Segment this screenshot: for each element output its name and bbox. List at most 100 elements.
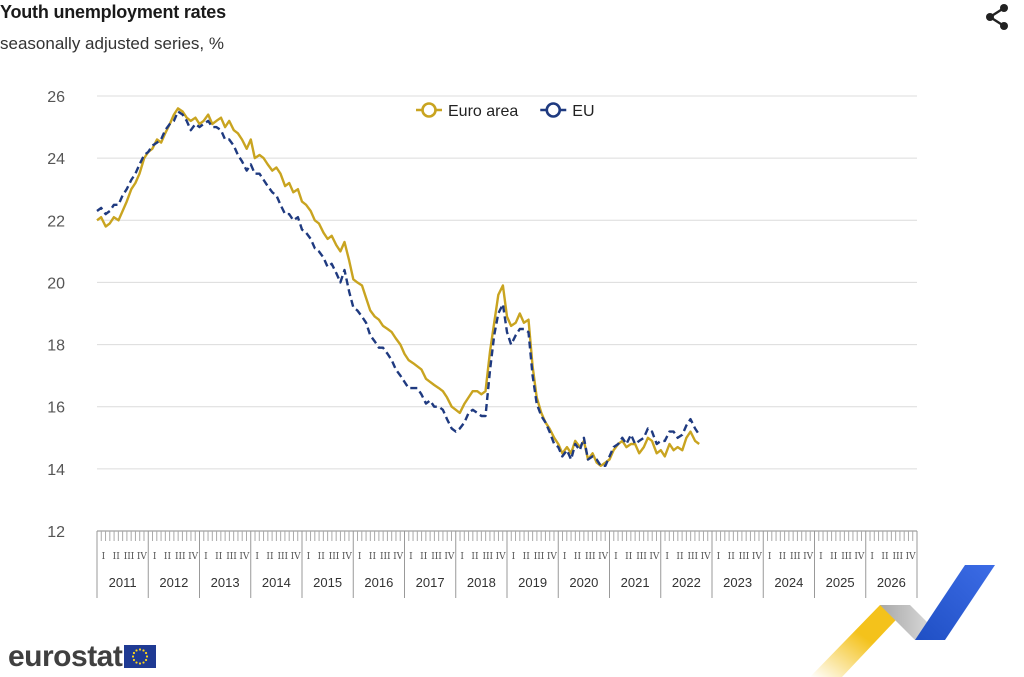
quarter-label: I [870, 552, 874, 562]
quarter-label: III [226, 552, 237, 562]
quarter-label: I [512, 552, 516, 562]
quarter-label: II [881, 552, 889, 562]
quarter-label: III [841, 552, 852, 562]
quarter-label: I [102, 552, 106, 562]
eurostat-logo-text: eurostat [8, 640, 123, 673]
quarter-label: IV [291, 552, 302, 562]
legend-marker [421, 102, 437, 118]
year-label: 2024 [774, 575, 803, 590]
quarter-label: IV [342, 552, 353, 562]
legend-label: EU [572, 103, 594, 120]
quarter-label: II [420, 552, 428, 562]
quarter-label: I [563, 552, 567, 562]
year-label: 2019 [518, 575, 547, 590]
y-tick-label: 24 [47, 151, 65, 168]
series-line-euro-area [96, 107, 700, 467]
quarter-label: III [790, 552, 801, 562]
quarter-label: III [687, 552, 698, 562]
year-label: 2022 [672, 575, 701, 590]
quarter-label: III [277, 552, 288, 562]
quarter-label: III [431, 552, 442, 562]
quarter-label: IV [188, 552, 199, 562]
quarter-label: I [255, 552, 259, 562]
quarter-label: II [728, 552, 736, 562]
quarter-label: IV [598, 552, 609, 562]
quarter-label: IV [752, 552, 763, 562]
year-label: 2012 [159, 575, 188, 590]
quarter-label: IV [803, 552, 814, 562]
y-tick-label: 20 [47, 275, 65, 292]
quarter-label: III [636, 552, 647, 562]
year-label: 2017 [416, 575, 445, 590]
legend-marker [545, 102, 562, 118]
quarter-label: II [625, 552, 633, 562]
quarter-label: II [830, 552, 838, 562]
quarter-label: I [460, 552, 464, 562]
legend-label: Euro area [448, 103, 518, 120]
quarter-label: IV [906, 552, 917, 562]
quarter-label: IV [444, 552, 455, 562]
quarter-label: III [482, 552, 493, 562]
quarter-label: III [739, 552, 750, 562]
quarter-label: I [307, 552, 311, 562]
quarter-label: III [329, 552, 340, 562]
quarter-label: III [124, 552, 135, 562]
quarter-label: I [819, 552, 823, 562]
quarter-label: III [380, 552, 391, 562]
quarter-label: III [534, 552, 545, 562]
quarter-label: I [717, 552, 721, 562]
quarter-label: II [779, 552, 787, 562]
quarter-label: IV [547, 552, 558, 562]
quarter-label: II [113, 552, 121, 562]
quarter-label: IV [649, 552, 660, 562]
year-label: 2025 [826, 575, 855, 590]
quarter-label: I [358, 552, 362, 562]
quarter-label: IV [393, 552, 404, 562]
quarter-label: I [614, 552, 618, 562]
quarter-label: II [369, 552, 377, 562]
year-label: 2020 [569, 575, 598, 590]
year-label: 2018 [467, 575, 496, 590]
quarter-label: I [153, 552, 157, 562]
year-label: 2013 [211, 575, 240, 590]
quarter-label: I [409, 552, 413, 562]
quarter-label: II [676, 552, 684, 562]
quarter-label: I [204, 552, 208, 562]
quarter-label: II [215, 552, 223, 562]
quarter-label: II [318, 552, 326, 562]
quarter-label: II [523, 552, 531, 562]
quarter-label: II [471, 552, 479, 562]
y-tick-label: 26 [47, 89, 65, 106]
quarter-label: I [768, 552, 772, 562]
quarter-label: IV [239, 552, 250, 562]
quarter-label: IV [137, 552, 148, 562]
quarter-label: III [175, 552, 186, 562]
quarter-label: IV [496, 552, 507, 562]
y-tick-label: 14 [47, 462, 65, 479]
year-label: 2011 [109, 575, 137, 590]
quarter-label: IV [854, 552, 865, 562]
year-label: 2026 [877, 575, 906, 590]
quarter-label: III [892, 552, 903, 562]
eurostat-ribbon-icon [810, 565, 995, 677]
y-tick-label: 22 [47, 213, 65, 230]
year-label: 2021 [621, 575, 650, 590]
quarter-label: I [665, 552, 669, 562]
quarter-label: IV [701, 552, 712, 562]
quarter-label: II [164, 552, 172, 562]
quarter-label: II [574, 552, 582, 562]
series-line-eu [96, 110, 701, 467]
y-tick-label: 12 [47, 524, 65, 541]
year-label: 2014 [262, 575, 291, 590]
share-icon[interactable] [982, 2, 1012, 32]
year-label: 2016 [364, 575, 393, 590]
eu-flag-icon [124, 645, 156, 668]
y-tick-label: 18 [47, 338, 65, 355]
quarter-label: II [266, 552, 274, 562]
year-label: 2023 [723, 575, 752, 590]
chart-subtitle: seasonally adjusted series, % [0, 34, 224, 53]
year-label: 2015 [313, 575, 342, 590]
quarter-label: III [585, 552, 596, 562]
y-tick-label: 16 [47, 400, 65, 417]
